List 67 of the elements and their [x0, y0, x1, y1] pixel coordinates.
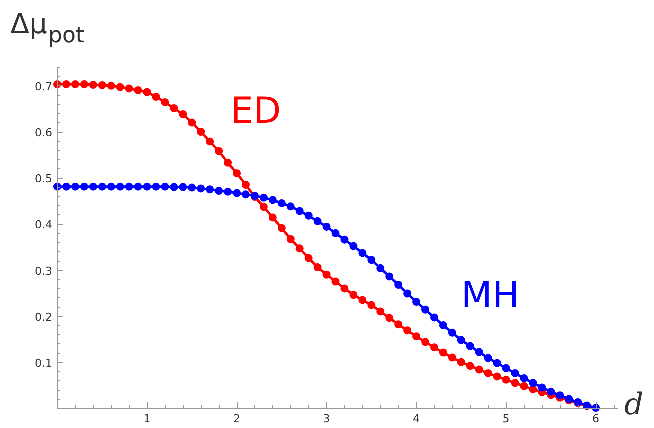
y-tick-label: 0.3 [35, 264, 53, 278]
point [224, 158, 232, 167]
point [134, 86, 142, 95]
y-tick-label: 0.7 [35, 80, 53, 94]
point [107, 82, 116, 90]
point [350, 291, 358, 300]
point [404, 326, 412, 335]
point [412, 332, 421, 341]
point [215, 147, 224, 156]
point [296, 244, 304, 253]
y-tick-label: 0.5 [35, 172, 53, 186]
point [161, 98, 170, 107]
point [170, 104, 178, 113]
y-tick-label: 0.6 [35, 126, 53, 140]
point [376, 308, 385, 316]
point [242, 181, 250, 189]
x-tick-label: 5 [502, 412, 510, 426]
y-tick-label: 0.2 [35, 310, 53, 324]
point [502, 376, 510, 384]
point [493, 372, 502, 381]
point [197, 128, 206, 136]
x-axis-title: d [624, 388, 644, 422]
point [206, 138, 214, 146]
y-tick-label: 0.1 [35, 356, 53, 370]
x-tick-label: 2 [234, 412, 241, 426]
x-tick-label: 3 [323, 412, 330, 426]
point [143, 88, 152, 96]
x-tick-label: 1 [144, 412, 151, 426]
point [394, 320, 403, 329]
series-label: ED [230, 91, 282, 132]
point [268, 214, 277, 222]
point [358, 296, 367, 304]
point [179, 110, 188, 118]
point [71, 80, 80, 89]
point [448, 354, 456, 362]
point [125, 84, 134, 93]
point [484, 369, 492, 378]
point [511, 379, 520, 388]
point [422, 338, 430, 346]
point [80, 80, 88, 89]
point [368, 301, 376, 310]
point [314, 264, 322, 272]
point [439, 348, 448, 357]
y-tick-label: 0.4 [35, 218, 53, 232]
point [62, 80, 70, 89]
point [430, 344, 438, 352]
point [233, 169, 242, 178]
point [304, 254, 313, 262]
point [116, 83, 124, 92]
point [340, 284, 349, 293]
point [260, 203, 268, 212]
point [457, 358, 466, 366]
point [188, 118, 196, 127]
point [286, 235, 295, 244]
point [475, 366, 484, 374]
series-label: MH [461, 275, 520, 316]
point [152, 93, 160, 101]
point [89, 81, 98, 90]
point [322, 270, 331, 279]
point [98, 81, 106, 90]
point [386, 314, 394, 322]
point [332, 278, 340, 286]
x-tick-label: 4 [413, 412, 420, 426]
point [278, 224, 286, 232]
point [520, 382, 528, 390]
x-tick-label: 6 [592, 412, 600, 426]
point [466, 362, 474, 370]
